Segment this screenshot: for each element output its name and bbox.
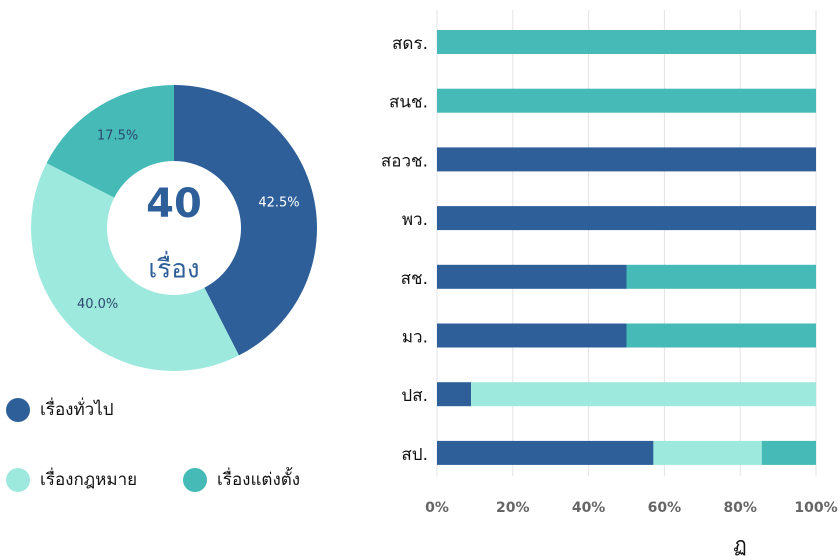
legend-swatch [6,398,30,422]
bar-segment [437,206,816,231]
annotation: ฏ [733,533,746,557]
bar-segment [626,323,816,348]
legend-swatch [183,468,207,492]
bar-segment [437,382,472,407]
x-tick-label: 60% [648,500,682,516]
bar-segment [437,440,654,465]
y-tick-label: พว. [402,210,428,230]
x-tick-label: 40% [572,500,606,516]
bar-segment [437,30,816,54]
x-tick-label: 0% [425,500,449,516]
slice-label: 40.0% [77,297,118,312]
bar-segment [471,382,816,407]
y-tick-label: สป. [401,445,428,465]
bar-segment [437,323,627,348]
donut-slice [30,163,239,371]
x-tick-label: 20% [496,500,530,516]
slice-label: 17.5% [97,128,138,143]
bar-segment [437,147,816,172]
bar-segment [761,440,816,465]
legend-label: เรื่องกฎหมาย [40,467,137,490]
legend-swatch [6,468,30,492]
bar-segment [437,88,816,113]
y-tick-label: สอวช. [381,151,428,171]
y-tick-label: สดร. [392,34,428,54]
center-value: 40 [146,181,202,227]
legend-label: เรื่องทั่วไป [40,397,114,420]
bar-segment [437,264,627,289]
bar-segment [626,264,816,289]
y-tick-label: มว. [402,328,428,348]
center-label: เรื่อง [148,251,199,285]
donut-slice [174,85,317,356]
slice-label: 42.5% [258,195,299,210]
legend-label: เรื่องแต่งตั้ง [217,467,300,490]
x-tick-label: 100% [794,500,837,516]
y-tick-label: สนช. [389,93,428,113]
y-tick-label: ปส. [401,386,428,406]
y-tick-label: สช. [401,269,428,289]
bar-segment [653,440,762,465]
x-tick-label: 80% [723,500,757,516]
donut-slice [46,85,174,198]
